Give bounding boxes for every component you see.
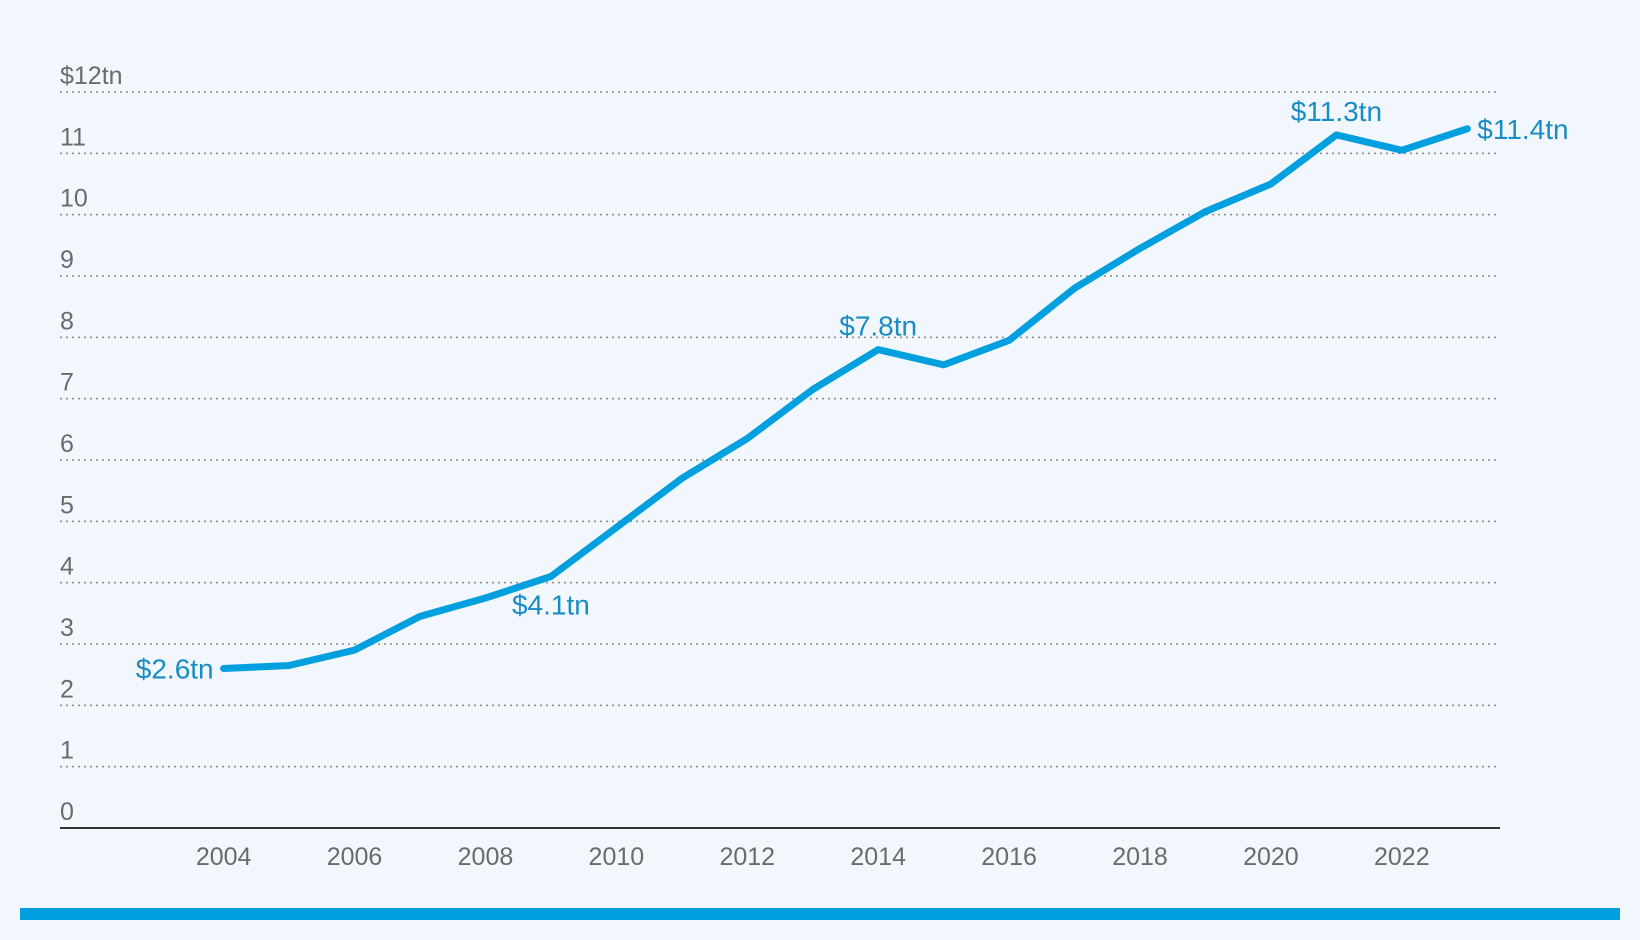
y-tick-label: 7 xyxy=(60,369,74,397)
y-tick-label: 0 xyxy=(60,798,74,826)
y-tick-label: $12tn xyxy=(60,62,123,90)
annotation-layer: $2.6tn $4.1tn $7.8tn $11.3tn $11.4tn xyxy=(136,96,1569,685)
y-tick-label: 4 xyxy=(60,553,74,581)
y-tick-label: 10 xyxy=(60,185,88,213)
y-tick-label: 1 xyxy=(60,737,74,765)
y-tick-label: 3 xyxy=(60,614,74,642)
x-tick-label: 2022 xyxy=(1374,843,1430,871)
x-tick-label: 2016 xyxy=(981,843,1037,871)
y-tick-label: 5 xyxy=(60,491,74,519)
y-tick-label: 9 xyxy=(60,246,74,274)
grid-layer xyxy=(60,91,1500,768)
footer-accent-bar xyxy=(20,908,1620,920)
series-line xyxy=(220,125,1471,672)
x-tick-label: 2008 xyxy=(458,843,514,871)
data-label: $2.6tn xyxy=(136,654,214,685)
x-tick-label: 2020 xyxy=(1243,843,1299,871)
x-tick-label: 2012 xyxy=(719,843,775,871)
series-layer xyxy=(220,125,1471,672)
y-tick-label: 6 xyxy=(60,430,74,458)
x-tick-label: 2014 xyxy=(850,843,906,871)
y-axis-ticks: 0 1 2 3 4 5 6 7 8 9 10 11 $12tn xyxy=(60,62,123,826)
x-tick-label: 2006 xyxy=(327,843,383,871)
x-tick-label: 2018 xyxy=(1112,843,1168,871)
y-tick-label: 2 xyxy=(60,675,74,703)
y-tick-label: 11 xyxy=(60,123,86,151)
data-label: $7.8tn xyxy=(839,311,917,342)
y-tick-label: 8 xyxy=(60,307,74,335)
x-tick-label: 2004 xyxy=(196,843,252,871)
data-label: $11.3tn xyxy=(1291,96,1382,127)
data-label: $11.4tn xyxy=(1477,114,1568,145)
x-axis-ticks: 2004 2006 2008 2010 2012 2014 2016 2018 2020 2022 xyxy=(196,843,1430,871)
x-tick-label: 2010 xyxy=(589,843,645,871)
data-label: $4.1tn xyxy=(512,590,590,621)
